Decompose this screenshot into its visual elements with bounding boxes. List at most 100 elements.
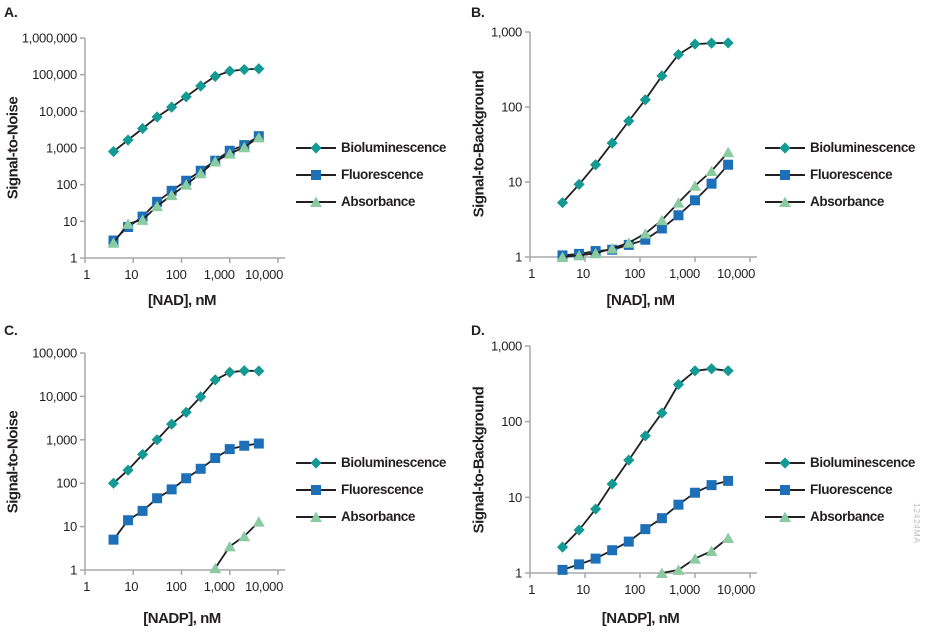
series-markers-bioluminescence	[107, 63, 265, 158]
plot-area-a: 1 10 100 1,000 10,000 1 10 100 1,000 10,000 100,00…	[22, 31, 285, 282]
square-marker	[723, 475, 734, 486]
square-marker	[607, 545, 618, 556]
series-line-bioluminescence	[112, 369, 259, 484]
square-marker	[640, 524, 651, 535]
legend: Bioluminescence Fluorescence Absorbance	[296, 134, 468, 215]
diamond-marker	[722, 365, 734, 377]
diamond-marker	[253, 365, 265, 377]
square-marker	[253, 438, 264, 449]
square-marker	[166, 484, 177, 495]
legend-label: Absorbance	[810, 509, 885, 524]
x-tick-label: 100	[624, 582, 645, 597]
legend-label: Fluorescence	[810, 167, 893, 182]
legend-label: Bioluminescence	[341, 140, 447, 155]
panel-label-a: A.	[4, 4, 18, 20]
x-tick-label: 10	[124, 267, 138, 282]
square-marker	[690, 195, 700, 206]
triangle-marker	[689, 180, 701, 191]
y-tick-label: 1,000,000	[22, 31, 77, 46]
diamond-marker	[779, 456, 791, 469]
legend-label: Fluorescence	[341, 167, 424, 182]
legend-label: Bioluminescence	[810, 455, 916, 470]
series-line-fluorescence	[112, 442, 259, 541]
legend-item-bioluminescence: Bioluminescence	[765, 449, 937, 476]
triangle-marker	[722, 146, 735, 158]
diamond-marker	[122, 134, 134, 146]
series-markers-absorbance	[556, 146, 735, 262]
x-tick-label: 10,000	[717, 582, 755, 597]
legend-item-bioluminescence: Bioluminescence	[296, 134, 468, 161]
square-marker	[557, 564, 568, 575]
legend-item-fluorescence: Fluorescence	[296, 161, 468, 188]
square-marker	[195, 463, 206, 474]
diamond-marker	[672, 378, 685, 391]
diamond-marker	[779, 141, 791, 154]
diamond-marker	[689, 365, 701, 377]
triangle-marker	[573, 250, 586, 261]
triangle-marker	[310, 196, 322, 207]
x-axis-title: [NADP], nM	[143, 610, 221, 627]
triangle-marker	[151, 200, 164, 212]
y-tick-label: 100	[501, 414, 522, 429]
triangle-marker	[165, 189, 178, 201]
square-marker	[780, 169, 790, 180]
triangle-marker	[194, 167, 207, 179]
diamond-marker	[224, 366, 236, 378]
square-marker	[239, 440, 250, 451]
triangle-marker	[655, 214, 668, 226]
x-tick-label: 10,000	[717, 266, 755, 281]
diamond-marker	[606, 478, 618, 490]
diamond-marker	[136, 122, 149, 135]
legend-item-fluorescence: Fluorescence	[765, 476, 937, 503]
panel-a: A. Signal-to-Noise 1 10 100 1,000 10,000 1 10 1…	[0, 0, 469, 318]
y-tick-label: 10	[508, 175, 522, 190]
triangle-marker	[107, 237, 120, 248]
triangle-marker	[310, 511, 322, 522]
x-tick-label: 100	[166, 579, 187, 594]
square-marker	[640, 234, 651, 245]
triangle-marker	[655, 567, 668, 578]
diamond-marker	[224, 65, 236, 77]
legend-marker-absorbance-icon	[765, 196, 805, 207]
legend-marker-fluorescence-icon	[296, 169, 336, 180]
diamond-marker	[180, 91, 192, 103]
plot-area-c: 1 10 100 1,000 10,000 1 10 100 1,000 10,000 100,00…	[32, 346, 285, 594]
square-marker	[108, 534, 119, 545]
square-marker	[656, 513, 667, 524]
triangle-marker	[705, 545, 718, 557]
legend-marker-fluorescence-icon	[765, 484, 805, 495]
y-tick-label: 100	[56, 177, 77, 192]
legend-item-absorbance: Absorbance	[765, 503, 937, 530]
square-marker	[706, 178, 717, 189]
x-tick-label: 1	[528, 266, 535, 281]
diamond-marker	[623, 454, 635, 466]
x-tick-label: 10	[576, 582, 590, 597]
x-tick-label: 10	[576, 266, 590, 281]
x-tick-label: 1,000	[669, 266, 700, 281]
diamond-marker	[238, 365, 250, 377]
square-marker	[623, 536, 634, 547]
y-tick-label: 1,000	[491, 339, 522, 354]
diamond-marker	[705, 363, 718, 375]
plot-area-b: 1 10 100 1,000 10,000 1 10 100 1,000	[491, 25, 757, 281]
legend-label: Bioluminescence	[810, 140, 916, 155]
y-tick-label: 1,000	[491, 25, 522, 40]
x-tick-label: 1	[83, 579, 90, 594]
y-tick-label: 10,000	[39, 389, 77, 404]
y-tick-label: 1	[70, 563, 77, 578]
square-marker	[673, 210, 684, 221]
legend-marker-fluorescence-icon	[765, 169, 805, 180]
plot-area-d: 1 10 100 1,000 10,000 1 10 100 1,000	[491, 339, 757, 597]
legend-item-fluorescence: Fluorescence	[765, 161, 937, 188]
x-axis-title: [NAD], nM	[606, 292, 675, 309]
triangle-marker	[136, 214, 149, 225]
square-marker	[224, 444, 235, 455]
diamond-marker	[209, 70, 221, 82]
x-tick-label: 1,000	[204, 579, 235, 594]
x-tick-label: 10	[124, 579, 138, 594]
legend-marker-absorbance-icon	[296, 511, 336, 522]
x-tick-label: 1	[528, 582, 535, 597]
legend-marker-fluorescence-icon	[296, 484, 336, 495]
triangle-marker	[689, 553, 701, 564]
